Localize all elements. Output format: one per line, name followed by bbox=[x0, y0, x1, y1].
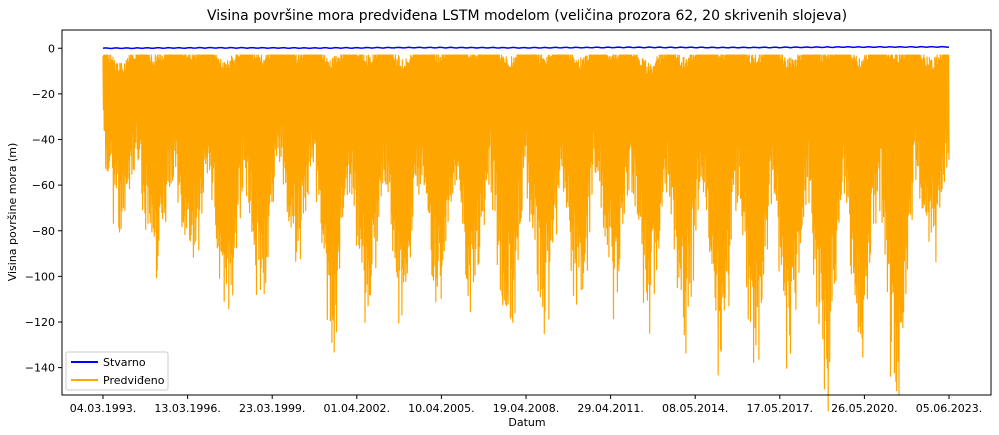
x-tick-label: 10.04.2005. bbox=[408, 402, 474, 415]
y-tick-label: 0 bbox=[48, 42, 55, 55]
legend-label-stvarno: Stvarno bbox=[103, 356, 146, 369]
x-axis-label: Datum bbox=[508, 416, 545, 429]
x-tick-label: 26.05.2020. bbox=[831, 402, 897, 415]
x-tick-label: 17.05.2017. bbox=[747, 402, 813, 415]
y-tick-label: −60 bbox=[32, 179, 55, 192]
series-stvarno bbox=[102, 45, 949, 50]
x-tick-label: 29.04.2011. bbox=[577, 402, 643, 415]
x-tick-label: 19.04.2008. bbox=[493, 402, 559, 415]
series-line-stvarno bbox=[102, 45, 949, 50]
x-tick-label: 13.03.1996. bbox=[154, 402, 220, 415]
series-predvideno bbox=[102, 54, 950, 412]
y-tick-label: −40 bbox=[32, 134, 55, 147]
y-axis-label: Visina površine mora (m) bbox=[6, 143, 19, 282]
y-tick-label: −20 bbox=[32, 88, 55, 101]
y-tick-label: −100 bbox=[25, 270, 55, 283]
y-tick-label: −120 bbox=[25, 316, 55, 329]
x-tick-label: 23.03.1999. bbox=[239, 402, 305, 415]
x-tick-label: 01.04.2002. bbox=[324, 402, 390, 415]
legend: Stvarno Predviđeno bbox=[65, 351, 169, 391]
series-line-predvideno bbox=[102, 54, 950, 412]
x-tick-label: 05.06.2023. bbox=[916, 402, 982, 415]
legend-label-predvideno: Predviđeno bbox=[103, 374, 165, 387]
y-tick-label: −80 bbox=[32, 225, 55, 238]
x-axis: 04.03.1993. 13.03.1996. 23.03.1999. 01.04.2… bbox=[70, 395, 982, 415]
y-tick-label: −140 bbox=[25, 362, 55, 375]
plot-area bbox=[102, 45, 950, 412]
x-tick-label: 08.05.2014. bbox=[662, 402, 728, 415]
chart-title: Visina površine mora predviđena LSTM mod… bbox=[207, 8, 847, 24]
x-tick-label: 04.03.1993. bbox=[70, 402, 136, 415]
y-axis: 0 −20 −40 −60 −80 −100 −120 −140 bbox=[25, 42, 62, 375]
